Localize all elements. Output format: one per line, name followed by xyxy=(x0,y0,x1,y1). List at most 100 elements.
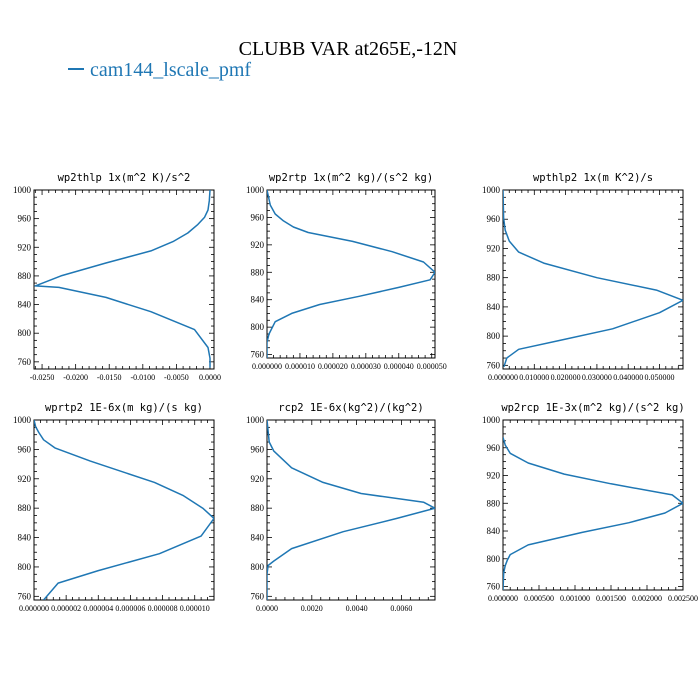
x-tick-label: -0.0250 xyxy=(30,373,55,382)
x-tick-label: 0.000008 xyxy=(148,604,178,613)
y-tick-label: 760 xyxy=(487,360,501,370)
x-tick-label: 0.040000 xyxy=(613,373,643,382)
plot-frame xyxy=(266,189,436,359)
x-tick-label: 0.0040 xyxy=(346,604,368,613)
x-tick-label: 0.000004 xyxy=(83,604,113,613)
y-tick-label: 800 xyxy=(251,322,265,332)
x-tick-label: 0.000030 xyxy=(351,362,381,371)
x-tick-label: -0.0100 xyxy=(130,373,155,382)
x-tick-label: 0.002500 xyxy=(668,594,698,603)
y-tick-label: 800 xyxy=(251,562,265,572)
y-tick-label: 920 xyxy=(251,240,265,250)
panel-5: rcp2 1E-6x(kg^2)/(kg^2) 760 800 840 880 920 96… xyxy=(246,402,436,613)
x-tick-label: 0.000000 xyxy=(488,594,518,603)
x-tick-label: 0.020000 xyxy=(551,373,581,382)
x-tick-label: 0.001000 xyxy=(560,594,590,603)
y-tick-label: 1000 xyxy=(13,415,32,425)
y-tick-label: 920 xyxy=(251,474,265,484)
y-tick-label: 960 xyxy=(251,212,265,222)
y-tick-label: 960 xyxy=(487,214,501,224)
y-tick-label: 880 xyxy=(487,273,501,283)
plot-frame xyxy=(266,419,436,601)
panel-title: wp2rcp 1E-3x(m^2 kg)/(s^2 kg) xyxy=(501,402,684,414)
x-tick-label: 0.000010 xyxy=(180,604,210,613)
y-tick-label: 760 xyxy=(18,357,32,367)
y-tick-label: 960 xyxy=(18,444,32,454)
y-tick-label: 960 xyxy=(18,214,32,224)
y-tick-label: 760 xyxy=(18,591,32,601)
x-tick-label: 0.001500 xyxy=(596,594,626,603)
panel-title: wpthlp2 1x(m K^2)/s xyxy=(533,172,653,184)
panel-title: wprtp2 1E-6x(m kg)/(s kg) xyxy=(45,402,203,414)
series-line xyxy=(34,420,214,600)
y-tick-label: 840 xyxy=(251,533,265,543)
y-tick-label: 880 xyxy=(18,271,32,281)
x-tick-label: 0.002000 xyxy=(632,594,662,603)
y-tick-label: 840 xyxy=(487,302,501,312)
y-tick-label: 840 xyxy=(18,300,32,310)
x-tick-label: 0.000050 xyxy=(417,362,447,371)
x-tick-label: 0.0060 xyxy=(390,604,412,613)
x-tick-label: 0.000000 xyxy=(19,604,49,613)
y-tick-label: 920 xyxy=(18,242,32,252)
panels: wp2thlp 1x(m^2 K)/s^2 760 800 840 880 920 960 1… xyxy=(13,172,698,613)
x-tick-label: 0.000006 xyxy=(115,604,145,613)
y-tick-label: 760 xyxy=(251,350,265,360)
y-tick-label: 840 xyxy=(251,295,265,305)
y-tick-label: 760 xyxy=(487,582,501,592)
x-tick-label: 0.000000 xyxy=(252,362,282,371)
y-tick-label: 1000 xyxy=(246,185,265,195)
x-tick-label: 0.000020 xyxy=(318,362,348,371)
y-tick-label: 1000 xyxy=(482,415,501,425)
series-line xyxy=(503,437,683,590)
x-tick-label: 0.0020 xyxy=(301,604,323,613)
y-tick-label: 920 xyxy=(487,243,501,253)
panel-2: wp2rtp 1x(m^2 kg)/(s^2 kg) 760 800 840 880 92… xyxy=(246,172,447,371)
panel-3: wpthlp2 1x(m K^2)/s 760 800 840 880 920 960 100… xyxy=(482,172,684,382)
y-tick-label: 880 xyxy=(18,503,32,513)
y-tick-label: 920 xyxy=(487,471,501,481)
series-line xyxy=(267,190,435,358)
panel-title: rcp2 1E-6x(kg^2)/(kg^2) xyxy=(278,402,423,414)
plot-frame xyxy=(33,419,215,601)
plot-frame xyxy=(502,189,684,370)
panel-title: wp2thlp 1x(m^2 K)/s^2 xyxy=(58,172,191,184)
x-tick-label: -0.0200 xyxy=(63,373,88,382)
x-tick-label: 0.0000 xyxy=(199,373,221,382)
panel-4: wprtp2 1E-6x(m kg)/(s kg) 760 800 840 880 920… xyxy=(13,402,215,613)
y-tick-label: 960 xyxy=(487,443,501,453)
y-tick-label: 1000 xyxy=(13,185,32,195)
x-tick-label: -0.0150 xyxy=(97,373,122,382)
legend-label: cam144_lscale_pmf xyxy=(90,59,251,81)
y-tick-label: 840 xyxy=(487,526,501,536)
y-tick-label: 920 xyxy=(18,474,32,484)
panel-title: wp2rtp 1x(m^2 kg)/(s^2 kg) xyxy=(269,172,433,184)
y-tick-label: 960 xyxy=(251,444,265,454)
x-tick-label: 0.050000 xyxy=(645,373,675,382)
x-tick-label: 0.000010 xyxy=(285,362,315,371)
y-tick-label: 800 xyxy=(18,562,32,572)
series-line xyxy=(34,190,211,368)
y-tick-label: 880 xyxy=(251,503,265,513)
y-tick-label: 880 xyxy=(487,498,501,508)
legend: cam144_lscale_pmf xyxy=(68,59,251,81)
panel-1: wp2thlp 1x(m^2 K)/s^2 760 800 840 880 920 960 1… xyxy=(13,172,221,382)
x-tick-label: 0.010000 xyxy=(519,373,549,382)
series-line xyxy=(267,420,435,600)
x-tick-label: 0.0000 xyxy=(256,604,278,613)
x-tick-label: -0.0050 xyxy=(164,373,189,382)
x-tick-label: 0.000002 xyxy=(51,604,81,613)
y-tick-label: 1000 xyxy=(482,185,501,195)
plot-frame xyxy=(502,419,684,591)
x-tick-label: 0.000040 xyxy=(384,362,414,371)
panel-6: wp2rcp 1E-3x(m^2 kg)/(s^2 kg) 760 800 840 88… xyxy=(482,402,698,603)
x-tick-label: 0.000000 xyxy=(488,373,518,382)
y-tick-label: 800 xyxy=(487,331,501,341)
series-line xyxy=(503,190,683,368)
figure-title: CLUBB VAR at265E,-12N xyxy=(239,38,458,60)
y-tick-label: 800 xyxy=(487,554,501,564)
y-tick-label: 880 xyxy=(251,267,265,277)
y-tick-label: 1000 xyxy=(246,415,265,425)
y-tick-label: 840 xyxy=(18,533,32,543)
